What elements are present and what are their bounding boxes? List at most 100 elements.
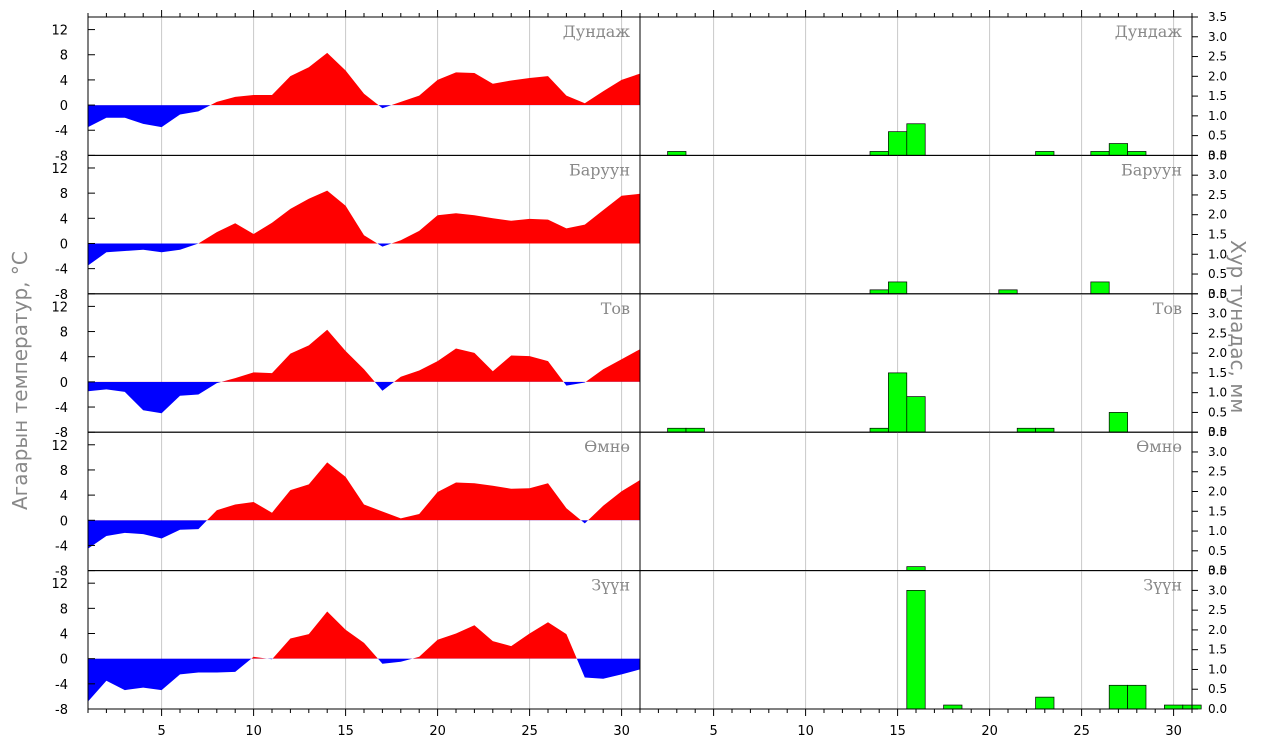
station-label: Өмнө bbox=[1136, 437, 1182, 456]
precip-tick-label: 1.5 bbox=[1208, 366, 1227, 380]
precip-tick-label: 2.5 bbox=[1208, 465, 1227, 479]
temperature-area-positive bbox=[210, 52, 640, 106]
precip-bar bbox=[869, 427, 889, 433]
station-label: Зүүн bbox=[591, 576, 630, 595]
temp-tick-label: -4 bbox=[55, 124, 68, 139]
temp-tick-label: 4 bbox=[60, 351, 68, 366]
precip-bar bbox=[1090, 281, 1110, 295]
temp-tick-label: 12 bbox=[51, 24, 68, 39]
precip-tick-label: 0.5 bbox=[1208, 682, 1227, 696]
temperature-area-negative bbox=[88, 381, 640, 414]
precip-bar bbox=[667, 427, 687, 433]
precip-tick-label: 3.5 bbox=[1208, 564, 1227, 578]
station-label: Баруун bbox=[569, 160, 630, 179]
x-tick-label: 25 bbox=[521, 724, 538, 739]
precip-tick-label: 2.0 bbox=[1208, 346, 1227, 360]
temperature-area-negative bbox=[88, 243, 640, 266]
temp-tick-label: 12 bbox=[51, 577, 68, 592]
precip-bar bbox=[906, 566, 926, 571]
precip-tick-label: 2.5 bbox=[1208, 50, 1227, 64]
precip-tick-label: 0.0 bbox=[1208, 564, 1227, 578]
temperature-area-positive bbox=[198, 190, 640, 244]
station-label: Дундаж bbox=[563, 22, 630, 41]
precip-bar bbox=[1090, 151, 1110, 156]
precip-tick-label: 3.5 bbox=[1208, 287, 1227, 301]
precip-tick-label: 2.0 bbox=[1208, 485, 1227, 499]
precip-bar bbox=[1108, 412, 1128, 433]
precip-bar bbox=[869, 151, 889, 156]
precip-tick-label: 0.0 bbox=[1208, 425, 1227, 439]
precip-bar bbox=[869, 289, 889, 295]
station-label: Тов bbox=[601, 299, 630, 318]
precip-bar bbox=[906, 590, 926, 710]
precip-tick-label: 1.5 bbox=[1208, 643, 1227, 657]
precip-tick-label: 0.5 bbox=[1208, 267, 1227, 281]
precip-tick-label: 1.5 bbox=[1208, 89, 1227, 103]
precip-tick-label: 2.5 bbox=[1208, 603, 1227, 617]
precip-bar bbox=[906, 396, 926, 433]
x-tick-label: 20 bbox=[981, 724, 998, 739]
x-tick-label: 15 bbox=[337, 724, 354, 739]
precip-bar bbox=[888, 372, 908, 433]
precip-bar bbox=[888, 131, 908, 156]
station-label: Зүүн bbox=[1143, 576, 1182, 595]
precip-tick-label: 0.0 bbox=[1208, 702, 1227, 716]
station-panel: -8 -4 0 4 8 12 0.0 0.5 1.0 1.5 2.0 2.5 3.0 3.5 Баруун Б… bbox=[51, 148, 1227, 302]
precip-tick-label: 3.0 bbox=[1208, 307, 1227, 321]
precip-tick-label: 0.5 bbox=[1208, 405, 1227, 419]
x-tick-label: 10 bbox=[797, 724, 814, 739]
x-tick-label: 5 bbox=[157, 724, 165, 739]
station-panel: -8 -4 0 4 8 12 0.0 0.5 1.0 1.5 2.0 2.5 3.0 3.5 Зүүн Зүү… bbox=[51, 564, 1227, 718]
station-label: Тов bbox=[1153, 299, 1182, 318]
temperature-area-negative bbox=[88, 105, 640, 128]
temp-tick-label: 8 bbox=[60, 326, 68, 341]
temp-tick-label: 8 bbox=[60, 49, 68, 64]
precip-bar bbox=[1164, 704, 1184, 710]
x-tick-label: 25 bbox=[1073, 724, 1090, 739]
precip-tick-label: 3.5 bbox=[1208, 10, 1227, 24]
temp-tick-label: 8 bbox=[60, 602, 68, 617]
precip-bar bbox=[1108, 684, 1128, 710]
temp-tick-label: 4 bbox=[60, 74, 68, 89]
temp-tick-label: 0 bbox=[60, 653, 68, 668]
station-label: Өмнө bbox=[584, 437, 630, 456]
precip-bar bbox=[685, 427, 705, 433]
station-panel: -8 -4 0 4 8 12 0.0 0.5 1.0 1.5 2.0 2.5 3.0 3.5 Өмнө Өмн… bbox=[51, 425, 1227, 579]
temp-tick-label: 0 bbox=[60, 99, 68, 114]
temp-tick-label: -4 bbox=[55, 678, 68, 693]
precip-tick-label: 1.0 bbox=[1208, 109, 1227, 123]
temp-panel-frame bbox=[87, 293, 641, 433]
temp-tick-label: -4 bbox=[55, 263, 68, 278]
temp-tick-label: -8 bbox=[55, 426, 68, 441]
precip-tick-label: 1.0 bbox=[1208, 524, 1227, 538]
station-panel: -8 -4 0 4 8 12 0.0 0.5 1.0 1.5 2.0 2.5 3.0 3.5 Тов Тов bbox=[51, 287, 1227, 441]
precip-bar bbox=[943, 704, 963, 710]
precip-bar bbox=[1035, 696, 1055, 710]
precip-panel-frame bbox=[639, 431, 1193, 572]
precip-bar bbox=[667, 151, 687, 156]
precip-tick-label: 3.0 bbox=[1208, 30, 1227, 44]
precip-bar bbox=[1127, 684, 1147, 710]
precip-tick-label: 3.0 bbox=[1208, 583, 1227, 597]
x-tick-label: 30 bbox=[1165, 724, 1182, 739]
temperature-area-negative bbox=[88, 520, 640, 549]
temp-tick-label: 12 bbox=[51, 300, 68, 315]
temp-tick-label: 12 bbox=[51, 162, 68, 177]
precip-tick-label: 0.0 bbox=[1208, 148, 1227, 162]
precip-tick-label: 1.5 bbox=[1208, 504, 1227, 518]
precip-bar bbox=[906, 123, 926, 156]
precip-tick-label: 3.0 bbox=[1208, 168, 1227, 182]
temp-tick-label: 0 bbox=[60, 514, 68, 529]
temp-tick-label: 4 bbox=[60, 628, 68, 643]
temp-tick-label: -8 bbox=[55, 149, 68, 164]
precip-tick-label: 3.0 bbox=[1208, 445, 1227, 459]
precip-tick-label: 3.5 bbox=[1208, 425, 1227, 439]
temp-tick-label: 0 bbox=[60, 376, 68, 391]
precip-tick-label: 1.0 bbox=[1208, 386, 1227, 400]
precip-tick-label: 0.5 bbox=[1208, 129, 1227, 143]
x-tick-label: 15 bbox=[889, 724, 906, 739]
precip-bar bbox=[998, 289, 1018, 295]
precip-tick-label: 0.5 bbox=[1208, 544, 1227, 558]
x-tick-label: 5 bbox=[709, 724, 717, 739]
precip-tick-label: 2.0 bbox=[1208, 69, 1227, 83]
